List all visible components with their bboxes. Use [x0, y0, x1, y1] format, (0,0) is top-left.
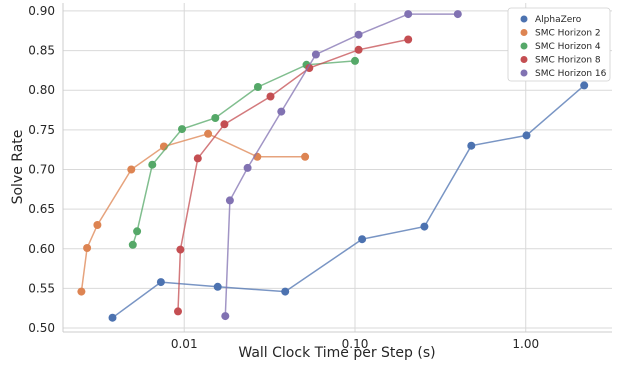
- legend-label: AlphaZero: [535, 15, 582, 25]
- y-tick-label: 0.60: [28, 242, 55, 256]
- data-point: [404, 10, 413, 19]
- data-point: [253, 83, 262, 91]
- legend-marker: [520, 69, 528, 77]
- y-tick-label: 0.50: [28, 321, 55, 335]
- data-point: [420, 222, 429, 231]
- data-point: [580, 81, 589, 90]
- legend-label: SMC Horizon 4: [535, 42, 601, 52]
- data-point: [77, 287, 86, 296]
- data-point: [225, 196, 234, 205]
- legend-marker: [520, 56, 528, 63]
- data-point: [176, 245, 185, 254]
- data-point: [453, 10, 462, 19]
- data-point: [174, 307, 182, 316]
- data-point: [93, 221, 102, 229]
- data-point: [358, 235, 367, 244]
- legend-marker: [520, 15, 528, 23]
- legend: AlphaZero SMC Horizon 2 SMC Horizon 4 SMC H…: [507, 7, 611, 82]
- series-line: [112, 84, 585, 319]
- data-point: [221, 312, 230, 321]
- data-point: [83, 244, 92, 252]
- data-point: [243, 163, 252, 172]
- legend-marker: [520, 42, 528, 50]
- data-point: [351, 56, 359, 65]
- legend-label: SMC Horizon 16: [535, 69, 607, 79]
- data-point: [220, 120, 229, 129]
- legend-label: SMC Horizon 2: [535, 29, 601, 39]
- series-line: [224, 13, 458, 317]
- data-point: [127, 165, 136, 174]
- y-tick-label: 0.65: [28, 202, 55, 216]
- data-point: [354, 45, 363, 54]
- series-line: [177, 38, 409, 312]
- data-point: [467, 141, 476, 150]
- data-point: [354, 30, 363, 39]
- series-alphazero: [108, 81, 589, 322]
- data-point: [311, 50, 320, 59]
- x-tick-label: 0.10: [342, 337, 369, 351]
- y-tick-label: 0.75: [28, 123, 55, 137]
- y-tick-label: 0.80: [28, 83, 55, 97]
- legend-box: [507, 7, 611, 82]
- series-smc-horizon-8: [174, 35, 413, 316]
- series-smc-horizon-4: [128, 56, 359, 249]
- series-smc-horizon-2: [77, 129, 310, 296]
- y-tick-label: 0.55: [28, 281, 55, 295]
- data-point: [193, 154, 202, 163]
- data-point: [266, 92, 275, 101]
- data-point: [178, 125, 186, 134]
- y-axis-title: Solve Rate: [10, 130, 26, 205]
- y-tick-label: 0.85: [28, 44, 55, 58]
- legend-marker: [520, 29, 528, 36]
- x-axis-title: Wall Clock Time per Step (s): [238, 345, 435, 361]
- series-line: [132, 60, 356, 246]
- y-tick-label: 0.70: [28, 162, 55, 176]
- series-smc-horizon-16: [221, 10, 462, 321]
- series-line: [80, 133, 306, 292]
- data-point: [204, 129, 213, 138]
- data-point: [211, 114, 220, 122]
- data-point: [281, 287, 290, 296]
- data-point: [133, 227, 142, 236]
- x-tick-label: 0.01: [171, 337, 198, 351]
- y-tick-label: 0.90: [28, 4, 55, 18]
- axes: [62, 3, 612, 333]
- data-point: [148, 160, 157, 169]
- data-point: [522, 131, 531, 140]
- data-point: [128, 240, 137, 249]
- data-point: [108, 313, 117, 322]
- legend-label: SMC Horizon 8: [535, 56, 601, 66]
- data-point: [156, 278, 165, 287]
- series: [77, 10, 589, 322]
- data-point: [404, 35, 413, 44]
- data-point: [301, 152, 310, 161]
- data-point: [277, 107, 286, 116]
- tick-labels: 0.50 0.55 0.60 0.65 0.70 0.75 0.80 0.85 0.90 0.01…: [28, 4, 539, 351]
- data-point: [213, 282, 222, 291]
- x-tick-label: 1.00: [512, 337, 539, 351]
